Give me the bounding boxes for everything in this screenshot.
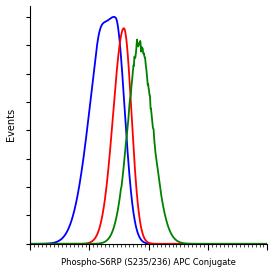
- X-axis label: Phospho-S6RP (S235/236) APC Conjugate: Phospho-S6RP (S235/236) APC Conjugate: [61, 259, 236, 268]
- Y-axis label: Events: Events: [5, 108, 16, 141]
